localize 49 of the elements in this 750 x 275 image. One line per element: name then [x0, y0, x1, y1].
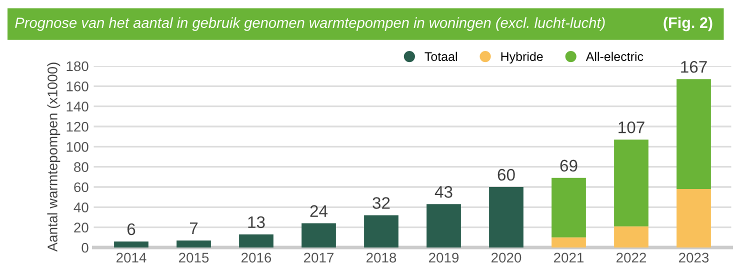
bar	[176, 240, 211, 248]
y-tick-label: 80	[74, 162, 88, 172]
bar	[302, 223, 336, 248]
x-tick-label: 2016	[242, 252, 272, 263]
total-label: 60	[498, 168, 515, 181]
y-tick-label: 160	[66, 82, 88, 92]
x-tick-label: 2022	[616, 252, 646, 263]
bar	[552, 178, 586, 238]
y-axis-title: Aantal warmtepompen (x1000)	[47, 62, 60, 252]
total-label: 6	[127, 223, 136, 236]
legend-label: All-electric	[586, 52, 644, 62]
total-label: 107	[618, 121, 644, 134]
total-label: 13	[248, 216, 265, 228]
bar	[426, 204, 461, 248]
bar	[676, 189, 711, 248]
bar	[614, 140, 648, 226]
chart-title: Prognose van het aantal in gebruik genomen warmtepompen in woningen (excl. lucht-lucht)	[15, 17, 605, 31]
bar	[489, 187, 524, 248]
x-tick-label: 2017	[304, 252, 334, 263]
bar	[676, 79, 711, 190]
bar	[552, 237, 586, 248]
bar	[614, 226, 648, 248]
legend-label: Hybride	[501, 52, 543, 64]
x-tick-label: 2018	[366, 252, 396, 263]
y-tick-label: 60	[74, 182, 88, 192]
x-tick-label: 2015	[179, 252, 209, 263]
total-label: 69	[560, 160, 578, 172]
x-tick-label: 2014	[116, 252, 146, 263]
legend-label: Totaal	[424, 52, 457, 62]
total-label: 7	[190, 222, 198, 234]
bar	[364, 215, 398, 248]
y-tick-label: 140	[66, 102, 88, 112]
total-label: 32	[372, 197, 390, 209]
y-tick-label: 20	[74, 222, 88, 233]
total-label: 167	[681, 60, 707, 73]
x-tick-label: 2020	[492, 252, 522, 263]
x-tick-label: 2019	[429, 252, 459, 263]
bar	[239, 234, 274, 248]
y-tick-label: 180	[66, 61, 88, 72]
total-label: 43	[434, 186, 452, 198]
x-tick-label: 2023	[679, 252, 709, 263]
y-tick-label: 100	[66, 142, 88, 152]
y-tick-label: 0	[82, 242, 88, 253]
x-tick-label: 2021	[554, 252, 584, 263]
y-tick-label: 40	[74, 202, 88, 212]
total-label: 24	[310, 205, 328, 217]
y-tick-label: 120	[66, 122, 88, 132]
bar	[114, 241, 148, 248]
text: (Fig. 2)	[664, 16, 712, 32]
